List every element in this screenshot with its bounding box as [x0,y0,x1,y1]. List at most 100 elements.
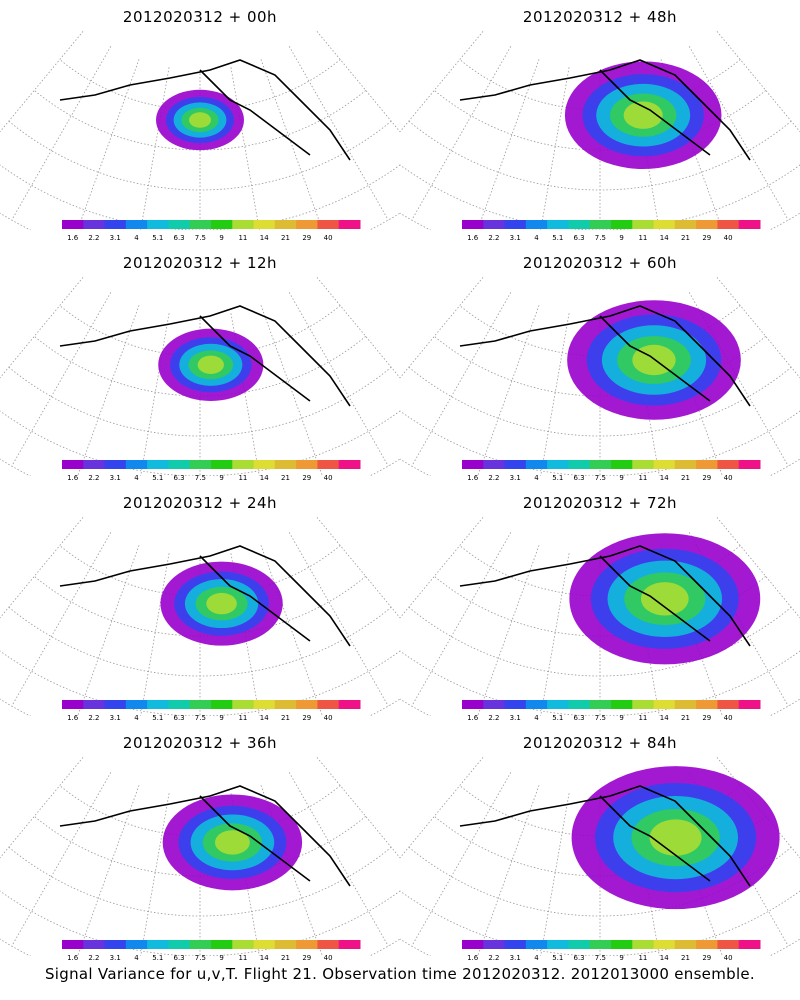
colorbar-swatch [274,460,297,469]
colorbar-label: 40 [324,954,333,962]
colorbar-swatch [696,460,718,469]
colorbar-swatch [147,220,169,229]
colorbar-swatch [211,460,233,469]
colorbar-label: 9 [219,714,223,722]
colorbar-label: 2.2 [88,954,99,962]
colorbar-label: 7.5 [195,714,206,722]
latitude-gridline [0,938,400,956]
latitude-gridline [0,650,400,716]
colorbar-swatch [104,460,127,469]
longitude-gridline [140,67,170,230]
colorbar-swatch [483,940,506,949]
colorbar-swatch [338,460,361,469]
colorbar-label: 21 [681,954,690,962]
colorbar-label: 9 [219,954,223,962]
colorbar-swatch [62,940,84,949]
latitude-gridline [400,938,800,956]
colorbar-swatch [717,940,740,949]
variance-contour [649,819,702,856]
colorbar-label: 5.1 [152,714,163,722]
colorbar-swatch [653,220,676,229]
colorbar: 1.6 2.2 3.1 4 5.1 6.3 7.5 9 11 14 21 29 40 [462,460,761,482]
colorbar-label: 11 [638,954,647,962]
longitude-gridline [0,756,85,859]
latitude-gridline [400,458,800,476]
longitude-gridline [540,67,570,230]
colorbar-swatch [104,940,127,949]
colorbar-swatch [296,460,318,469]
colorbar-label: 9 [619,234,623,242]
longitude-gridline [11,292,112,467]
colorbar: 1.6 2.2 3.1 4 5.1 6.3 7.5 9 11 14 21 29 40 [62,460,361,482]
coastline [59,59,351,161]
variance-contour [640,582,689,616]
coastline [459,545,751,647]
colorbar-swatch [274,220,297,229]
colorbar-swatch [547,700,569,709]
variance-contour [189,112,211,128]
colorbar-swatch [253,700,276,709]
coastline [599,555,711,642]
longitude-gridline [11,532,112,707]
colorbar-swatch [274,700,297,709]
colorbar-label: 40 [724,234,733,242]
colorbar-swatch [189,460,212,469]
colorbar-label: 3.1 [110,714,121,722]
colorbar-swatch [738,220,761,229]
latitude-gridline [0,458,400,476]
colorbar-label: 1.6 [467,714,479,722]
latitude-gridline [59,59,341,111]
colorbar-label: 1.6 [67,954,79,962]
longitude-gridline [540,313,570,476]
colorbar-swatch [296,700,318,709]
panel-title: 2012020312 + 24h [122,494,278,512]
variance-contour [197,355,224,374]
colorbar-swatch [611,460,633,469]
colorbar-label: 3.1 [510,714,521,722]
colorbar-label: 40 [324,234,333,242]
colorbar-swatch [317,220,340,229]
colorbar-swatch [296,940,318,949]
colorbar-label: 29 [302,714,311,722]
colorbar-label: 21 [681,234,690,242]
colorbar-swatch [696,220,718,229]
colorbar-label: 9 [619,474,623,482]
panel-title: 2012020312 + 00h [122,8,278,26]
colorbar-swatch [168,220,191,229]
longitude-gridline [230,67,260,230]
colorbar-swatch [462,220,484,229]
colorbar-swatch [62,220,84,229]
colorbar-swatch [568,700,591,709]
colorbar-label: 5.1 [552,714,563,722]
colorbar-label: 1.6 [467,234,479,242]
colorbar-label: 40 [324,714,333,722]
longitude-gridline [411,772,512,947]
colorbar: 1.6 2.2 3.1 4 5.1 6.3 7.5 9 11 14 21 29 40 [462,220,761,242]
colorbar-label: 5.1 [152,954,163,962]
colorbar-label: 14 [660,714,669,722]
colorbar-swatch [653,700,676,709]
longitude-gridline [400,516,485,619]
colorbar-swatch [504,460,527,469]
colorbar-swatch [62,460,84,469]
colorbar-swatch [483,460,506,469]
colorbar-label: 9 [619,714,623,722]
colorbar-label: 3.1 [110,234,121,242]
coastline [199,315,311,402]
colorbar-swatch [83,700,106,709]
colorbar-swatch [547,220,569,229]
colorbar-swatch [611,220,633,229]
colorbar-swatch [674,460,697,469]
colorbar-label: 1.6 [467,474,479,482]
colorbar-swatch [338,220,361,229]
colorbar-swatch [104,700,127,709]
colorbar-label: 21 [281,474,290,482]
colorbar-swatch [338,700,361,709]
longitude-gridline [315,30,400,133]
colorbar-swatch [317,700,340,709]
colorbar-label: 6.3 [174,714,185,722]
longitude-gridline [540,553,570,716]
colorbar-swatch [611,940,633,949]
colorbar-label: 2.2 [88,714,99,722]
